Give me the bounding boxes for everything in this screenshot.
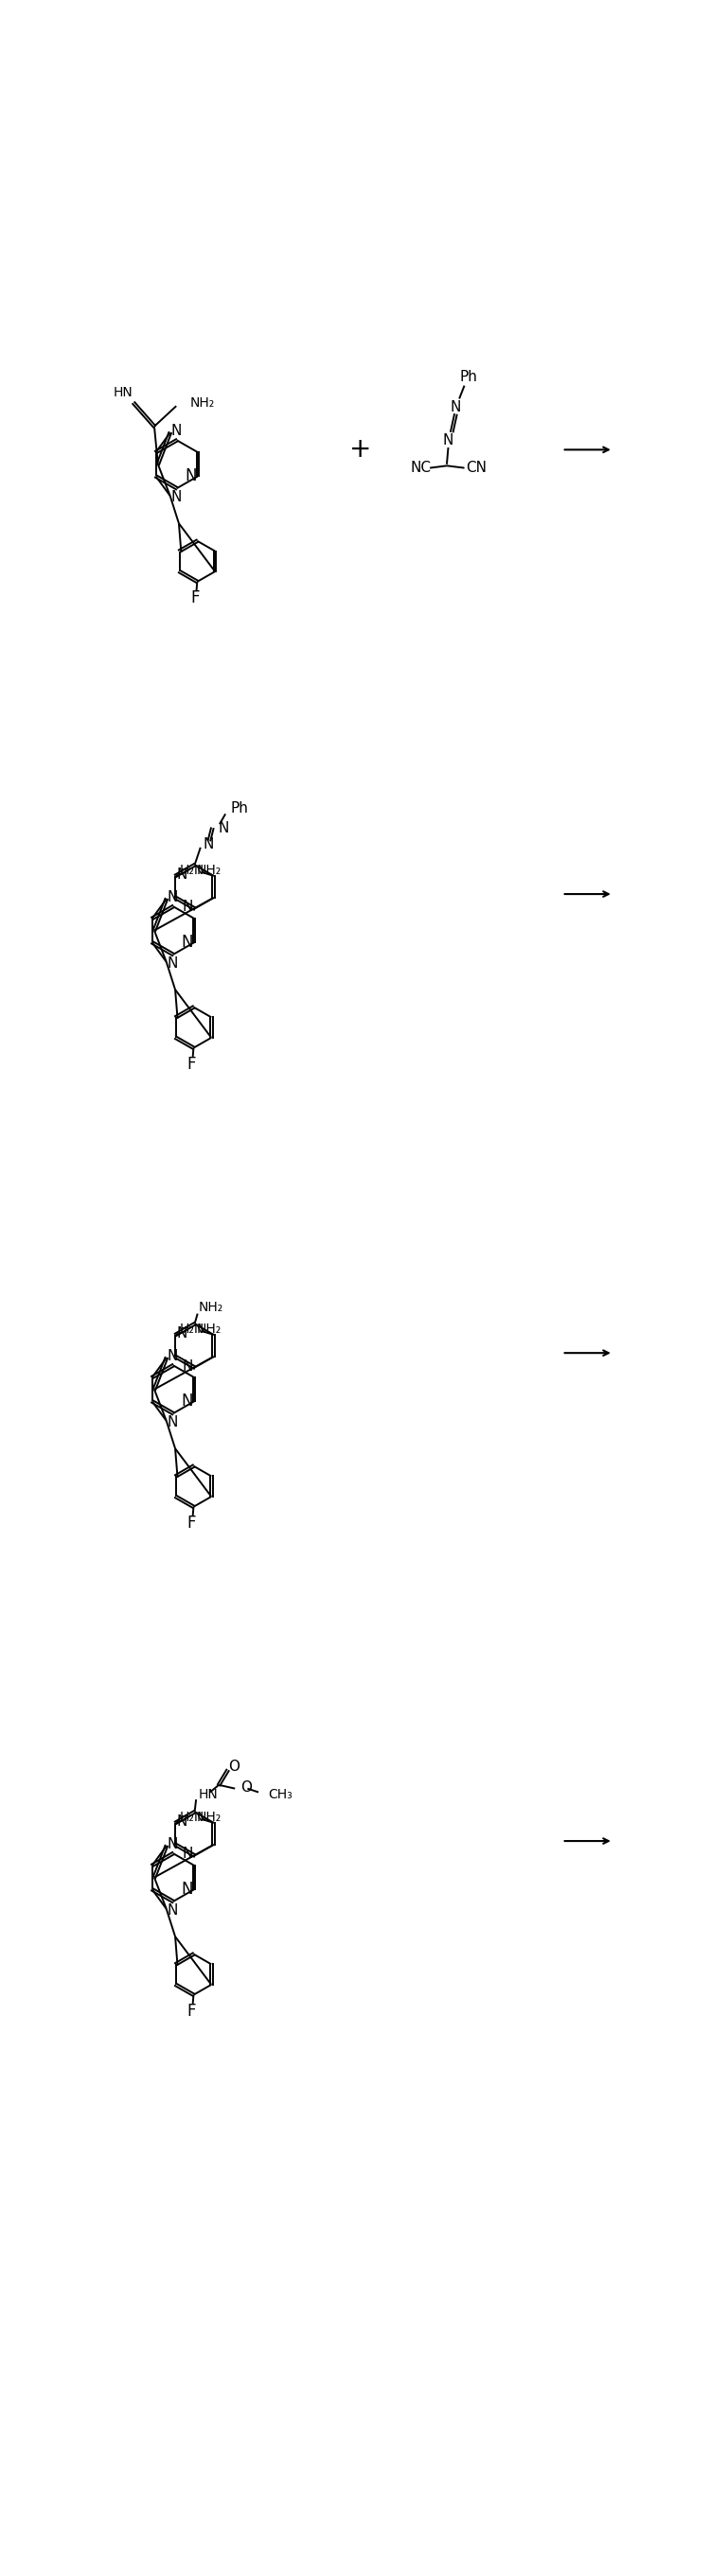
Text: N: N (182, 1360, 193, 1373)
Text: N: N (182, 1880, 193, 1899)
Text: CN: CN (466, 461, 486, 474)
Text: F: F (187, 1056, 196, 1072)
Text: F: F (187, 2002, 196, 2020)
Text: HN: HN (114, 386, 133, 399)
Text: N: N (182, 899, 193, 914)
Text: N: N (167, 1904, 178, 1917)
Text: N: N (167, 891, 178, 904)
Text: NH₂: NH₂ (196, 1321, 221, 1334)
Text: NH₂: NH₂ (198, 1301, 223, 1314)
Text: N: N (177, 1327, 187, 1340)
Text: H₂N: H₂N (179, 1811, 204, 1824)
Text: N: N (182, 1847, 193, 1862)
Text: N: N (167, 1350, 178, 1363)
Text: O: O (241, 1780, 252, 1795)
Text: N: N (167, 956, 178, 971)
Text: N: N (182, 935, 193, 951)
Text: N: N (170, 489, 181, 505)
Text: N: N (170, 425, 181, 438)
Text: NC: NC (410, 461, 431, 474)
Text: Ph: Ph (231, 801, 248, 814)
Text: +: + (349, 435, 371, 464)
Text: N: N (185, 469, 197, 484)
Text: H₂N: H₂N (179, 1321, 204, 1334)
Text: H₂N: H₂N (179, 863, 204, 876)
Text: N: N (204, 837, 214, 853)
Text: N: N (177, 1814, 187, 1829)
Text: N: N (450, 399, 461, 415)
Text: O: O (228, 1759, 239, 1775)
Text: HN: HN (198, 1788, 218, 1801)
Text: NH₂: NH₂ (196, 863, 221, 876)
Text: NH₂: NH₂ (196, 1811, 221, 1824)
Text: NH₂: NH₂ (190, 397, 214, 410)
Text: N: N (167, 1414, 178, 1430)
Text: Ph: Ph (460, 371, 478, 384)
Text: CH₃: CH₃ (268, 1788, 293, 1801)
Text: F: F (187, 1515, 196, 1530)
Text: N: N (218, 822, 229, 835)
Text: N: N (167, 1837, 178, 1852)
Text: N: N (182, 1394, 193, 1409)
Text: F: F (190, 590, 200, 605)
Text: N: N (177, 868, 187, 881)
Text: N: N (443, 433, 454, 448)
